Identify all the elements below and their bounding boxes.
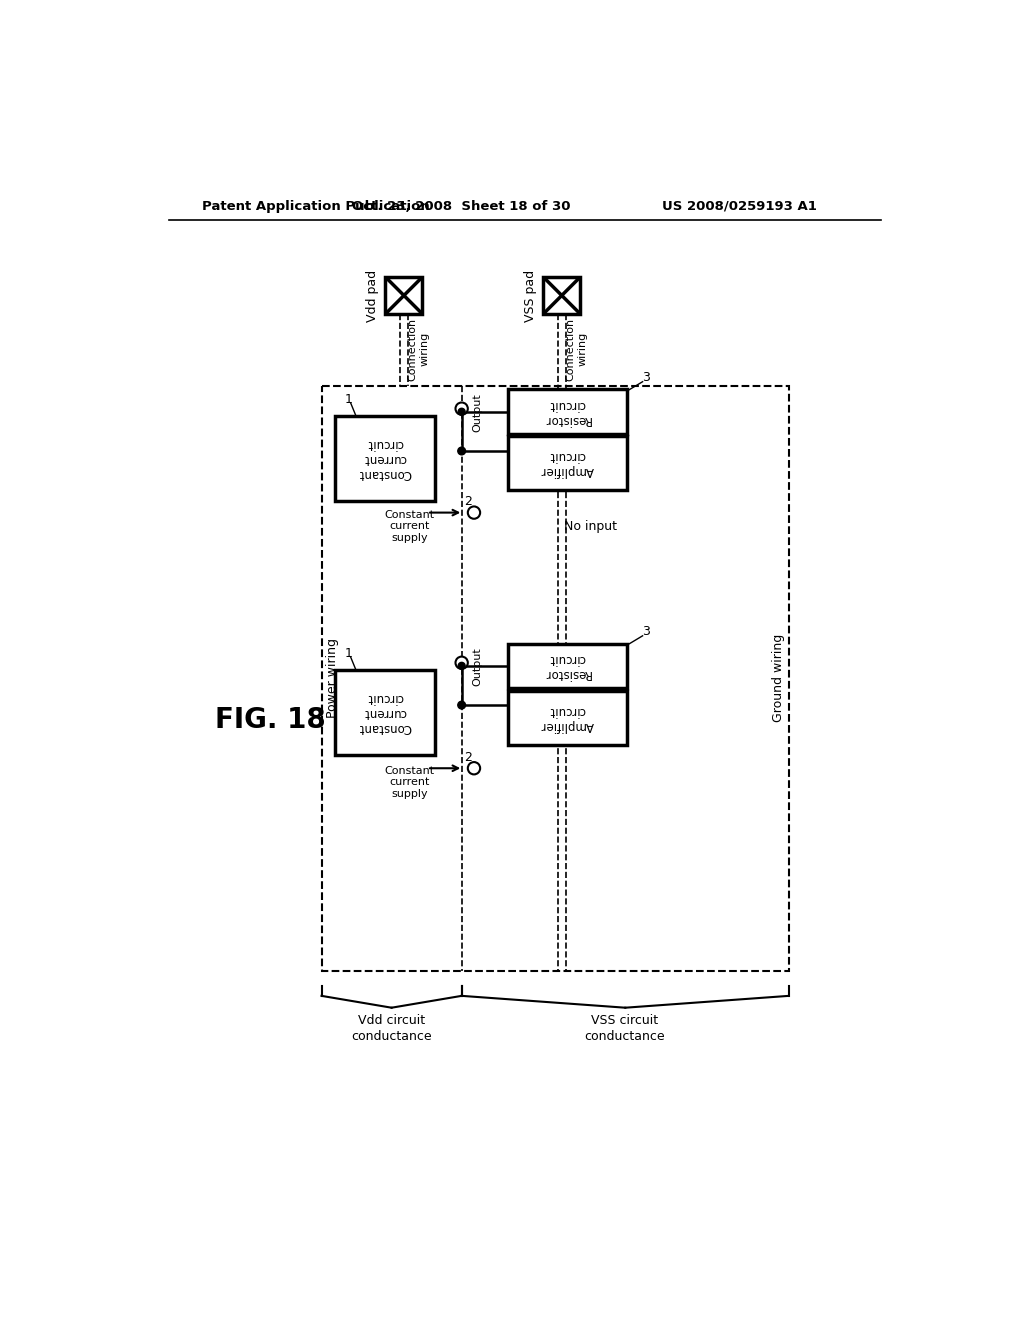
Circle shape [456, 656, 468, 669]
Bar [508, 436, 628, 490]
Text: Output: Output [472, 647, 482, 686]
Circle shape [456, 403, 468, 414]
Circle shape [458, 447, 466, 455]
Text: 2: 2 [464, 495, 472, 508]
Text: 1: 1 [344, 393, 352, 407]
Text: Patent Application Publication: Patent Application Publication [202, 199, 430, 213]
Text: Ground wiring: Ground wiring [772, 634, 784, 722]
Bar [508, 692, 628, 744]
Bar [508, 644, 628, 688]
Bar [322, 385, 788, 970]
Circle shape [458, 663, 465, 669]
Text: 2: 2 [464, 751, 472, 764]
Text: No input: No input [564, 520, 616, 533]
Text: Vdd circuit
conductance: Vdd circuit conductance [351, 1015, 432, 1043]
Text: Amplifier
circuit: Amplifier circuit [541, 704, 594, 733]
Text: Vdd pad: Vdd pad [367, 269, 379, 322]
Text: Connection
wiring: Connection wiring [565, 318, 587, 381]
Text: Constant
current
circuit: Constant current circuit [358, 692, 412, 734]
Text: Oct. 23, 2008  Sheet 18 of 30: Oct. 23, 2008 Sheet 18 of 30 [352, 199, 571, 213]
Text: Resistor
circuit: Resistor circuit [544, 397, 591, 426]
Text: 3: 3 [642, 371, 650, 384]
Text: 1: 1 [344, 647, 352, 660]
Text: US 2008/0259193 A1: US 2008/0259193 A1 [662, 199, 817, 213]
Text: Constant
current
supply: Constant current supply [384, 766, 434, 799]
Circle shape [468, 507, 480, 519]
Text: Connection
wiring: Connection wiring [408, 318, 429, 381]
Text: Output: Output [472, 393, 482, 432]
Text: Constant
current
circuit: Constant current circuit [358, 437, 412, 480]
Text: Amplifier
circuit: Amplifier circuit [541, 449, 594, 477]
Circle shape [458, 408, 465, 416]
Text: Constant
current
supply: Constant current supply [384, 510, 434, 543]
Text: 3: 3 [642, 626, 650, 639]
Text: Power wiring: Power wiring [326, 638, 339, 718]
Circle shape [458, 701, 466, 709]
Bar [335, 416, 435, 502]
Bar [385, 277, 422, 314]
Text: VSS pad: VSS pad [524, 269, 538, 322]
Text: Resistor
circuit: Resistor circuit [544, 652, 591, 680]
Text: VSS circuit
conductance: VSS circuit conductance [585, 1015, 666, 1043]
Circle shape [468, 762, 480, 775]
Bar [335, 671, 435, 755]
Bar [544, 277, 581, 314]
Bar [508, 389, 628, 434]
Text: FIG. 18: FIG. 18 [215, 706, 326, 734]
